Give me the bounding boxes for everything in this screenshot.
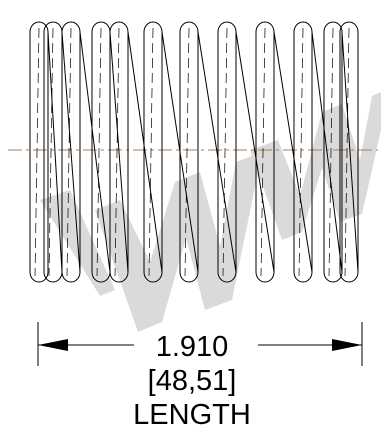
coil-loop [255, 21, 275, 283]
length-dimension: 1.910 [48,51] LENGTH [37, 322, 363, 431]
arrowhead-right [332, 339, 362, 351]
coil-loop [143, 21, 163, 283]
coil-wire [197, 31, 237, 273]
coil-wire [341, 31, 359, 273]
coil-hidden-line [66, 27, 72, 277]
coil-wire [47, 31, 63, 273]
coil-hidden-line [34, 27, 40, 277]
watermark-logo [40, 92, 381, 332]
coil-loop [339, 21, 359, 283]
spring-coils [29, 21, 359, 283]
coil-wire [127, 31, 163, 273]
coil-loop [61, 21, 81, 283]
coil-hidden-line [298, 27, 304, 277]
coil-loop [29, 21, 49, 283]
coil-hidden-line [184, 27, 190, 277]
coil-loop [293, 21, 313, 283]
coil-hidden-line [48, 27, 54, 277]
coil-loop [323, 21, 343, 283]
dimension-value-inches: 1.910 [156, 331, 229, 363]
coil-hidden-line [344, 27, 350, 277]
arrowhead-left [38, 339, 68, 351]
coil-wire [61, 31, 81, 273]
coil-wire [79, 31, 111, 273]
coil-wire [235, 31, 275, 273]
coil-hidden-line [114, 27, 120, 277]
coil-wire [273, 31, 313, 273]
coil-hidden-line [328, 27, 334, 277]
coil-loop [109, 21, 129, 283]
coil-wire [311, 31, 343, 273]
dimension-value-mm: [48,51] [148, 365, 237, 397]
coil-loop [179, 21, 199, 283]
coil-hidden-line [148, 27, 154, 277]
watermark-iwm-shape [40, 92, 381, 332]
coil-loop [43, 21, 63, 283]
coil-loop [217, 21, 237, 283]
coil-hidden-line [222, 27, 228, 277]
coil-wire [109, 31, 129, 273]
dimension-label: LENGTH [133, 399, 251, 431]
coil-hidden-line [96, 27, 102, 277]
coil-hidden-line [260, 27, 266, 277]
